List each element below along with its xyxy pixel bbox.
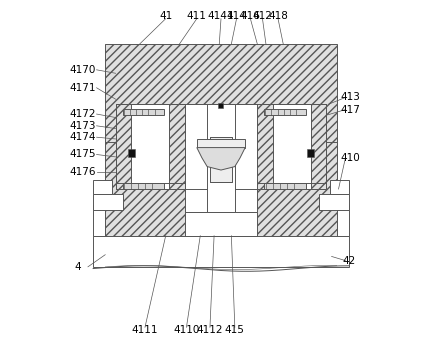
Bar xyxy=(207,104,235,212)
Bar xyxy=(257,104,326,189)
Bar xyxy=(122,109,164,115)
Text: 4174: 4174 xyxy=(69,132,96,142)
Text: 410: 410 xyxy=(341,153,361,163)
Text: 4110: 4110 xyxy=(173,325,200,335)
Bar xyxy=(128,149,135,157)
Bar xyxy=(217,103,223,108)
Text: 4: 4 xyxy=(74,262,81,272)
Bar xyxy=(93,236,349,267)
Text: 4175: 4175 xyxy=(69,150,96,160)
Text: 412: 412 xyxy=(252,11,272,21)
Bar xyxy=(185,104,257,212)
Bar xyxy=(93,205,105,236)
Text: 4171: 4171 xyxy=(69,83,96,93)
Text: 413: 413 xyxy=(341,92,361,102)
Text: 4111: 4111 xyxy=(132,325,158,335)
Text: 4176: 4176 xyxy=(69,167,96,177)
Bar xyxy=(264,109,306,115)
Bar xyxy=(169,104,185,189)
Text: 4173: 4173 xyxy=(69,121,96,131)
Bar xyxy=(337,205,349,236)
Bar xyxy=(116,104,131,189)
Bar xyxy=(197,139,245,147)
Bar xyxy=(311,104,326,189)
Text: 4112: 4112 xyxy=(197,325,223,335)
Bar xyxy=(210,137,232,182)
Text: 41: 41 xyxy=(159,11,172,21)
Bar xyxy=(257,104,273,189)
Bar xyxy=(330,180,349,194)
Bar xyxy=(93,194,122,210)
Text: 415: 415 xyxy=(225,325,245,335)
Bar xyxy=(307,149,314,157)
Text: 42: 42 xyxy=(342,256,355,265)
Text: 417: 417 xyxy=(341,104,361,115)
Text: 416: 416 xyxy=(240,11,260,21)
Text: 4141: 4141 xyxy=(208,11,234,21)
Bar xyxy=(93,180,112,194)
Text: 414: 414 xyxy=(227,11,247,21)
Bar xyxy=(185,212,257,236)
Bar xyxy=(116,104,185,189)
Bar xyxy=(105,44,337,147)
Text: 4170: 4170 xyxy=(69,65,96,75)
Text: 418: 418 xyxy=(268,11,288,21)
Bar xyxy=(264,183,306,189)
Polygon shape xyxy=(197,147,245,170)
Bar xyxy=(320,194,349,210)
Text: 4172: 4172 xyxy=(69,109,96,119)
Bar xyxy=(122,183,164,189)
Bar xyxy=(105,142,337,236)
Text: 411: 411 xyxy=(187,11,207,21)
